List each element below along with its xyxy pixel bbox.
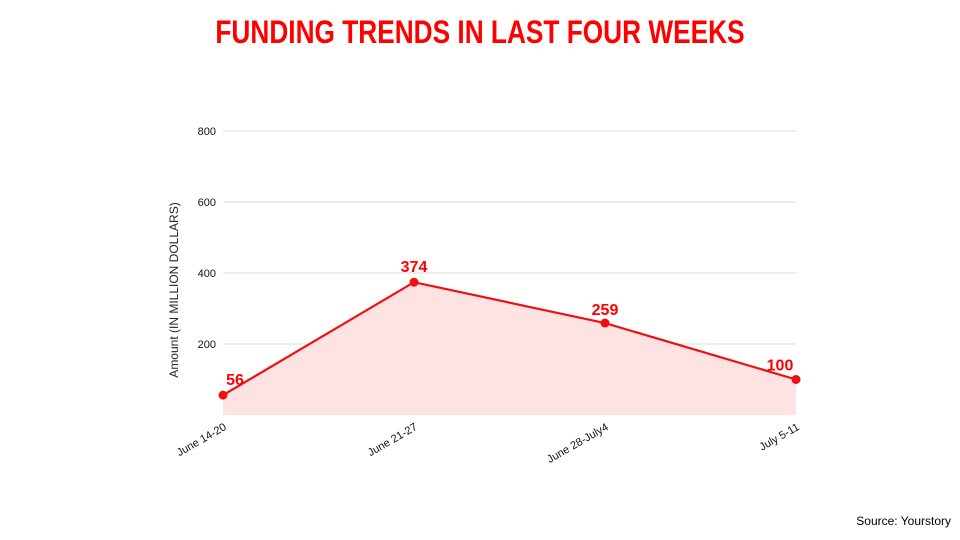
data-label: 259: [592, 302, 619, 319]
source-note: Source: Yourstory: [856, 514, 951, 528]
data-label: 100: [767, 358, 794, 375]
data-point: [600, 318, 610, 328]
x-tick-label: June 28-July4: [545, 421, 610, 466]
data-label: 374: [401, 259, 428, 276]
data-label: 56: [226, 372, 244, 389]
area-fill: [223, 282, 796, 415]
data-point: [218, 390, 228, 400]
y-tick-labels: 200 400 600 800: [198, 126, 216, 351]
series-line: [222, 281, 797, 397]
x-tick-label: June 14-20: [175, 421, 229, 459]
series-line-group: [222, 281, 797, 397]
x-tick-label: June 21-27: [366, 421, 420, 459]
y-tick-label: 600: [198, 197, 216, 209]
data-point: [791, 375, 801, 384]
x-tick-labels: June 14-20 June 21-27 June 28-July4 July 5-…: [175, 421, 802, 466]
y-tick-label: 800: [198, 126, 216, 138]
y-axis-label: Amount (IN MILLION DOLLARS): [167, 202, 181, 377]
data-points: [218, 277, 801, 400]
x-tick-label: July 5-11: [758, 421, 802, 453]
chart-title: FUNDING TRENDS IN LAST FOUR WEEKS: [215, 14, 745, 50]
y-tick-label: 200: [198, 339, 216, 351]
data-point: [409, 277, 419, 287]
data-labels: 56 374 259 100: [226, 259, 793, 389]
area-fill-group: [223, 282, 796, 415]
y-tick-label: 400: [198, 268, 216, 280]
